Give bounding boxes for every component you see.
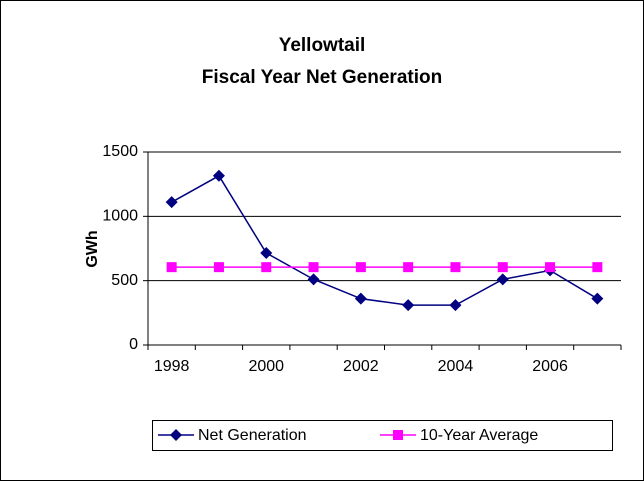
x-tick-label: 2004 — [438, 358, 474, 375]
y-tick-label: 1500 — [102, 143, 138, 160]
marker — [545, 262, 556, 273]
marker — [393, 430, 403, 440]
marker — [213, 262, 224, 273]
y-tick-label: 0 — [129, 336, 138, 353]
marker — [496, 273, 509, 286]
x-tick-label: 2000 — [248, 358, 284, 375]
marker — [307, 273, 320, 286]
chart-title: Fiscal Year Net Generation — [202, 67, 442, 88]
marker — [497, 262, 508, 273]
x-tick-label: 1998 — [154, 358, 190, 375]
marker — [402, 299, 415, 312]
marker — [212, 169, 225, 182]
marker — [260, 247, 273, 260]
marker — [355, 262, 366, 273]
series-line — [171, 174, 598, 306]
marker — [403, 262, 414, 273]
legend-label: 10-Year Average — [420, 427, 538, 444]
legend-label: Net Generation — [198, 427, 307, 444]
marker — [165, 196, 178, 209]
x-tick-label: 2002 — [343, 358, 379, 375]
marker — [308, 262, 319, 273]
x-tick-label: 2006 — [532, 358, 568, 375]
marker — [354, 292, 367, 305]
marker — [170, 429, 182, 441]
chart-title: Yellowtail — [279, 35, 366, 56]
y-tick-label: 1000 — [102, 208, 138, 225]
marker — [591, 292, 604, 305]
y-tick-label: 500 — [111, 272, 138, 289]
marker — [261, 262, 272, 273]
marker — [592, 262, 603, 273]
marker — [449, 299, 462, 312]
marker — [450, 262, 461, 273]
y-axis-label: GWh — [84, 230, 101, 267]
marker — [166, 262, 177, 273]
